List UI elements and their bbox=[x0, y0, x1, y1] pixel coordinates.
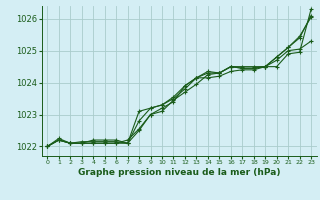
X-axis label: Graphe pression niveau de la mer (hPa): Graphe pression niveau de la mer (hPa) bbox=[78, 168, 280, 177]
